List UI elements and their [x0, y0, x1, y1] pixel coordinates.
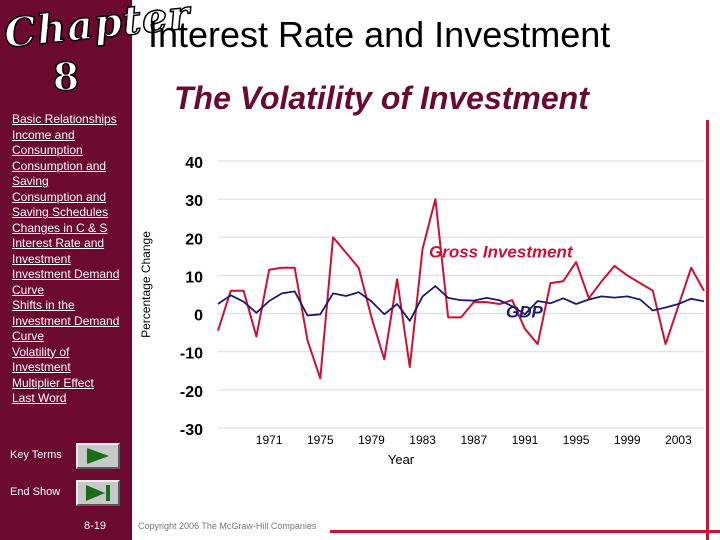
nav-item-investment-demand-curve[interactable]: Investment Demand Curve	[12, 267, 120, 297]
y-axis-ticks: 40 30 20 10 0 -10 -20 -30	[180, 155, 203, 439]
y-tick-label: 10	[185, 269, 203, 286]
x-axis-ticks: 1971 1975 1979 1983 1987 1991 1995 1999 2003	[256, 433, 692, 447]
x-tick-label: 1995	[563, 433, 590, 447]
x-tick-label: 1987	[460, 433, 487, 447]
play-icon	[87, 448, 109, 464]
nav-item-interest-rate-and-investment[interactable]: Interest Rate and Investment	[12, 236, 105, 266]
y-tick-label: -20	[180, 384, 203, 401]
nav-item-consumption-and-saving-schedules[interactable]: Consumption and Saving Schedules	[12, 189, 109, 220]
series-label-gross-investment: Gross Investment	[429, 242, 574, 261]
y-tick-label: 30	[185, 193, 203, 210]
series-line-gross-investment	[217, 198, 705, 380]
sidebar: Chapter 8 Basic Relationships Income and…	[0, 0, 193, 540]
nav-item-multiplier-effect[interactable]: Multiplier Effect	[12, 375, 94, 390]
series-line-gdp	[217, 285, 705, 322]
nav-item-basic-relationships[interactable]: Basic Relationships	[12, 112, 117, 126]
y-tick-label: 0	[194, 308, 203, 325]
chart-series	[217, 198, 705, 380]
chapter-logo: Chapter 8	[1, 0, 193, 104]
y-tick-label: 20	[185, 231, 203, 248]
y-axis-label: Percentage Change	[139, 231, 153, 338]
nav-item-consumption-and-saving[interactable]: Consumption and Saving	[12, 158, 107, 189]
end-show-button[interactable]	[76, 480, 120, 506]
x-tick-label: 1983	[409, 433, 436, 447]
end-show-label: End Show	[10, 486, 61, 498]
x-tick-label: 1979	[358, 433, 385, 447]
page-number: 8-19	[84, 520, 107, 532]
y-tick-label: -10	[180, 346, 203, 363]
decorative-rule-vertical	[706, 120, 709, 540]
x-tick-label: 1971	[256, 433, 283, 447]
key-terms-label: Key Terms	[10, 449, 62, 461]
key-terms-button[interactable]	[76, 443, 120, 469]
slide-title: Interest Rate and Investment	[148, 14, 611, 55]
nav-item-income-and-consumption[interactable]: Income and Consumption	[12, 127, 83, 158]
skip-to-end-icon	[86, 485, 110, 501]
x-axis-label: Year	[388, 452, 415, 467]
nav-item-changes-in-c-and-s[interactable]: Changes in C & S	[12, 220, 108, 235]
x-tick-label: 1975	[307, 433, 334, 447]
chapter-number: 8	[52, 53, 80, 100]
chapter-nav: Basic Relationships Income and Consumpti…	[12, 112, 128, 407]
x-tick-label: 2003	[665, 433, 692, 447]
series-label-gdp: GDP	[506, 302, 544, 321]
nav-item-shifts-in-investment-demand-curve[interactable]: Shifts in the Investment Demand Curve	[12, 298, 120, 343]
x-tick-label: 1999	[614, 433, 641, 447]
chart-gridlines	[218, 160, 704, 429]
chapter-word: Chapter	[1, 0, 193, 58]
nav-item-last-word[interactable]: Last Word	[12, 391, 67, 405]
x-tick-label: 1991	[512, 433, 539, 447]
copyright-notice: Copyright 2006 The McGraw-Hill Companies	[138, 521, 317, 531]
nav-item-volatility-of-investment[interactable]: Volatility of Investment	[12, 344, 71, 375]
chart-title: The Volatility of Investment	[174, 80, 589, 116]
decorative-rule-horizontal	[330, 530, 720, 533]
y-tick-label: -30	[180, 422, 203, 439]
y-tick-label: 40	[185, 155, 203, 172]
